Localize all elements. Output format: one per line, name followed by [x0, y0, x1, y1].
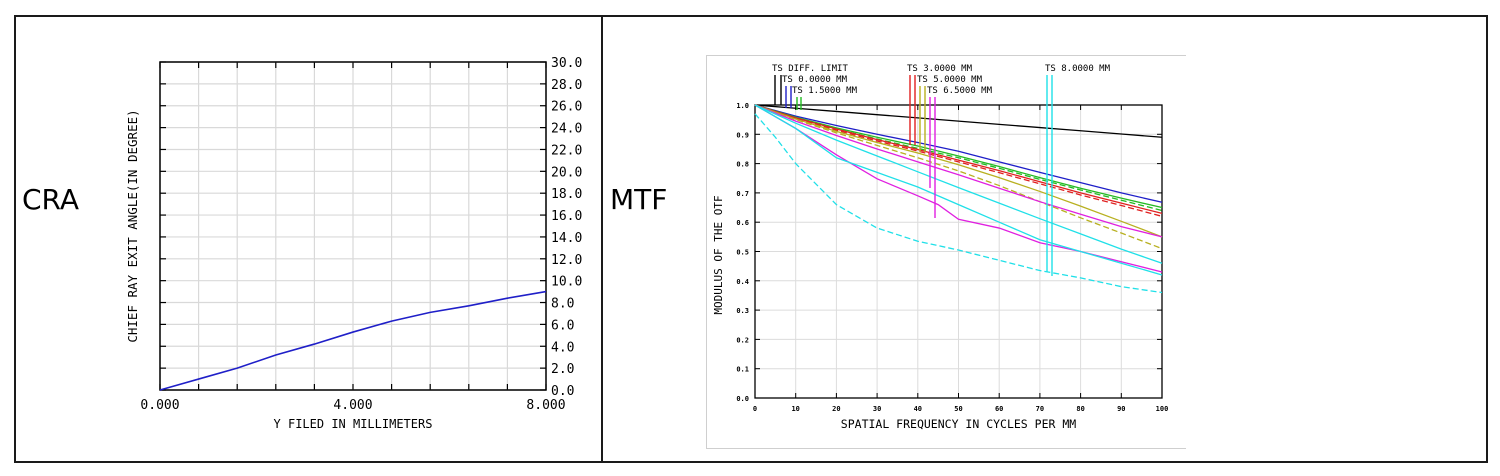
y-tick-label: 0.9: [736, 131, 749, 139]
x-tick-label: 80: [1076, 405, 1084, 413]
cra-label: CRA: [22, 183, 80, 216]
x-tick-label: 0: [753, 405, 757, 413]
mtf-series-line: [754, 104, 1163, 212]
y-tick-label: 0.2: [736, 336, 749, 344]
x-axis-label: SPATIAL FREQUENCY IN CYCLES PER MM: [841, 417, 1076, 431]
mtf-series-line: [754, 104, 1163, 215]
legend-label: TS 0.0000 MM: [782, 75, 848, 85]
y-tick-label: 6.0: [551, 318, 574, 333]
y-tick-label: 10.0: [551, 275, 582, 290]
y-axis-label: MODULUS OF THE OTF: [712, 195, 725, 314]
y-tick-label: 2.0: [551, 362, 574, 377]
y-tick-label: 8.0: [551, 297, 574, 312]
legend-label: TS 8.0000 MM: [1045, 64, 1111, 74]
mtf-series-line: [754, 104, 1163, 264]
x-tick-label: 70: [1036, 405, 1044, 413]
mtf-panel-border: [706, 55, 1186, 449]
cra-series-line: [159, 290, 547, 391]
y-tick-label: 18.0: [551, 187, 582, 202]
x-tick-label: 40: [914, 405, 922, 413]
x-tick-label: 50: [954, 405, 962, 413]
y-tick-label: 1.0: [736, 102, 749, 110]
x-tick-label: 60: [995, 405, 1003, 413]
x-tick-label: 10: [791, 405, 799, 413]
y-tick-label: 0.7: [736, 190, 749, 198]
panel-divider: [601, 15, 603, 463]
y-tick-label: 0.4: [736, 278, 749, 286]
y-tick-label: 22.0: [551, 143, 582, 158]
mtf-series-line: [754, 104, 1163, 138]
y-tick-label: 24.0: [551, 122, 582, 137]
x-tick-label: 90: [1117, 405, 1125, 413]
y-tick-label: 14.0: [551, 231, 582, 246]
y-tick-label: 0.6: [736, 219, 749, 227]
mtf-series-line: [754, 104, 1163, 203]
mtf-label: MTF: [610, 183, 668, 216]
legend-label: TS 3.0000 MM: [907, 64, 973, 74]
y-tick-label: 0.0: [736, 395, 749, 403]
x-tick-label: 30: [873, 405, 881, 413]
mtf-series-line: [754, 104, 1163, 238]
y-tick-label: 0.5: [736, 249, 749, 257]
y-tick-label: 12.0: [551, 253, 582, 268]
plot-frame: [754, 104, 1163, 399]
x-tick-label: 100: [1156, 405, 1169, 413]
mtf-series-line: [754, 104, 1163, 238]
y-tick-label: 0.8: [736, 161, 749, 169]
y-tick-label: 0.1: [736, 366, 749, 374]
x-tick-label: 8.000: [526, 398, 565, 413]
mtf-series-line: [754, 113, 1163, 294]
y-tick-label: 4.0: [551, 340, 574, 355]
y-tick-label: 20.0: [551, 165, 582, 180]
x-axis-label: Y FILED IN MILLIMETERS: [274, 417, 433, 431]
y-axis-label: CHIEF RAY EXIT ANGLE(IN DEGREE): [125, 109, 140, 342]
mtf-series-line: [754, 104, 1163, 209]
y-tick-label: 0.3: [736, 307, 749, 315]
x-tick-label: 4.000: [333, 398, 372, 413]
x-tick-label: 0.000: [140, 398, 179, 413]
mtf-series-line: [754, 104, 1163, 276]
y-tick-label: 28.0: [551, 78, 582, 93]
y-tick-label: 30.0: [551, 56, 582, 71]
legend-label: TS 6.5000 MM: [927, 86, 993, 96]
legend-label: TS 1.5000 MM: [792, 86, 858, 96]
mtf-series-line: [754, 104, 1163, 217]
legend-label: TS DIFF. LIMIT: [772, 64, 848, 74]
y-tick-label: 16.0: [551, 209, 582, 224]
legend-label: TS 5.0000 MM: [917, 75, 983, 85]
y-tick-label: 26.0: [551, 100, 582, 115]
outer-frame: [14, 15, 1488, 463]
plot-frame: [159, 61, 547, 391]
x-tick-label: 20: [832, 405, 840, 413]
y-tick-label: 0.0: [551, 384, 574, 399]
